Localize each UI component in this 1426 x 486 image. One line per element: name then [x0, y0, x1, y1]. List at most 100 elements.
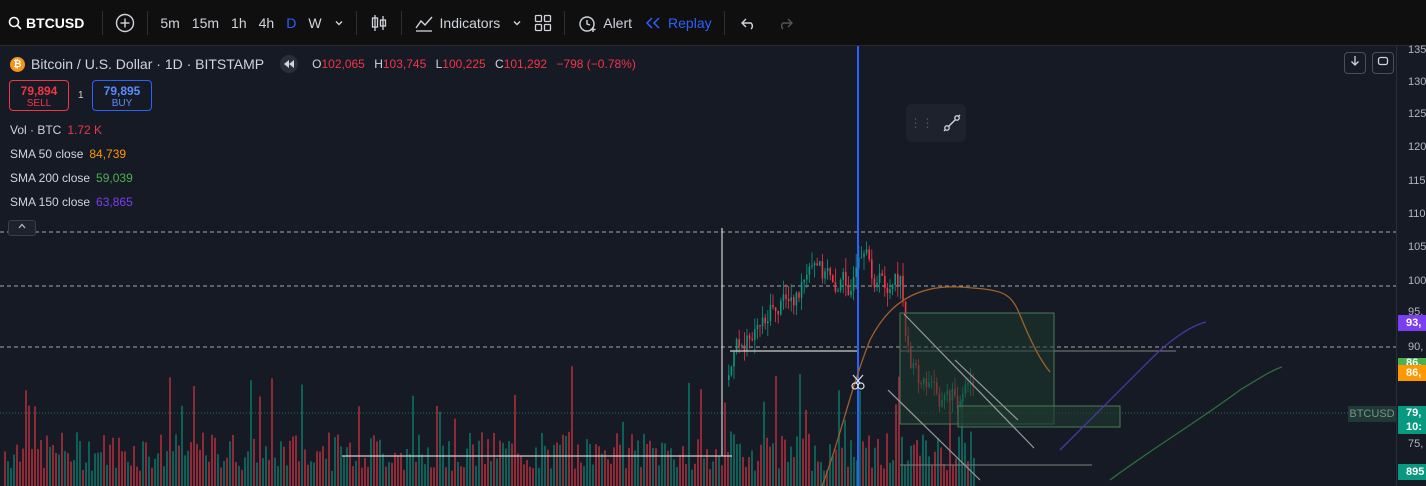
- candle-body: [793, 297, 795, 306]
- volume-bar: [862, 441, 864, 486]
- replay-button[interactable]: Replay: [638, 0, 718, 46]
- volume-bar: [46, 435, 48, 486]
- volume-bar: [481, 432, 483, 486]
- collapse-indicators-button[interactable]: [8, 220, 36, 236]
- candle-body: [754, 329, 756, 341]
- volume-bar: [805, 410, 807, 486]
- volume-bar: [85, 462, 87, 486]
- ohlc-open-key: O: [312, 57, 322, 71]
- symbol-search[interactable]: BTCUSD: [0, 0, 90, 46]
- volume-bar: [616, 433, 618, 486]
- indicator-sma-150[interactable]: SMA 150 close 63,865: [10, 195, 133, 209]
- price-tick-label: 110: [1408, 208, 1426, 220]
- volume-bar: [919, 455, 921, 486]
- interval-15m[interactable]: 15m: [191, 14, 220, 31]
- drag-handle-icon[interactable]: ⋮⋮: [909, 116, 934, 130]
- interval-4h[interactable]: 4h: [258, 14, 275, 31]
- alert-button[interactable]: Alert: [571, 0, 638, 46]
- volume-bar: [565, 436, 567, 486]
- volume-bar: [352, 466, 354, 486]
- volume-bar: [307, 464, 309, 486]
- volume-bar: [916, 440, 918, 486]
- volume-bar: [682, 446, 684, 486]
- interval-1h[interactable]: 1h: [231, 14, 247, 31]
- volume-bar: [934, 451, 936, 486]
- volume-bar: [520, 456, 522, 486]
- interval-dropdown[interactable]: [328, 0, 350, 46]
- interval-5m[interactable]: 5m: [160, 14, 180, 31]
- volume-bar: [844, 419, 846, 486]
- volume-bar: [175, 434, 177, 486]
- layouts-button[interactable]: [528, 0, 558, 46]
- volume-bar: [91, 470, 93, 486]
- volume-bar: [286, 465, 288, 486]
- candle-body: [743, 345, 746, 352]
- volume-bar: [850, 440, 852, 486]
- volume-bar: [10, 467, 12, 486]
- candle-body: [834, 282, 837, 292]
- ohlc-low-value: 100,225: [442, 57, 486, 71]
- volume-bar: [259, 396, 261, 486]
- volume-bar: [223, 460, 225, 486]
- volume-bar: [319, 451, 321, 486]
- fullscreen-button[interactable]: [1372, 52, 1394, 74]
- candle-body: [826, 268, 829, 272]
- volume-bar: [694, 463, 696, 486]
- volume-bar: [13, 454, 15, 486]
- volume-bar: [439, 411, 441, 486]
- volume-bar: [598, 446, 600, 486]
- candle-body: [774, 307, 777, 312]
- indicator-value: 63,865: [96, 195, 133, 209]
- alert-label: Alert: [603, 14, 633, 31]
- volume-bar: [103, 435, 105, 486]
- volume-bar: [217, 454, 219, 486]
- volume-bar: [454, 418, 456, 486]
- indicators-button[interactable]: Indicators: [408, 0, 507, 46]
- volume-bar: [142, 441, 144, 486]
- indicator-sma-50[interactable]: SMA 50 close 84,739: [10, 147, 126, 161]
- volume-bar: [211, 434, 213, 486]
- indicator-sma-200[interactable]: SMA 200 close 59,039: [10, 171, 133, 185]
- sell-button[interactable]: 79,894 SELL: [9, 80, 69, 111]
- candle-body: [728, 375, 730, 380]
- volume-bar: [652, 447, 654, 486]
- volume-bar: [430, 467, 432, 486]
- buy-button[interactable]: 79,895 BUY: [92, 80, 152, 111]
- compare-button[interactable]: [109, 0, 141, 46]
- volume-bar: [880, 464, 882, 486]
- price-chart[interactable]: [0, 46, 1426, 486]
- interval-w[interactable]: W: [308, 14, 322, 31]
- download-button[interactable]: [1344, 52, 1366, 74]
- volume-bar: [511, 443, 513, 486]
- candle-body: [855, 267, 857, 278]
- volume-bar: [667, 450, 669, 486]
- volume-bar: [310, 461, 312, 486]
- indicators-dropdown[interactable]: [506, 0, 528, 46]
- volume-bar: [541, 432, 543, 486]
- candle-body: [852, 277, 855, 291]
- volume-bar: [334, 437, 336, 486]
- scissors-icon: [851, 374, 865, 390]
- candle-body: [884, 275, 886, 289]
- candle-body: [738, 339, 740, 347]
- chart-type-button[interactable]: [363, 0, 395, 46]
- volume-bar: [256, 462, 258, 486]
- volume-bar: [76, 432, 78, 486]
- volume-bar: [166, 451, 168, 486]
- volume-bar: [28, 405, 30, 486]
- collapse-legend-button[interactable]: [280, 55, 299, 73]
- volume-bar: [163, 466, 165, 486]
- volume-bar: [115, 467, 117, 486]
- symbol-title[interactable]: Bitcoin / U.S. Dollar · 1D · BITSTAMP: [31, 56, 265, 72]
- trend-line-icon[interactable]: [941, 112, 963, 134]
- volume-bar: [436, 405, 438, 486]
- candle-body: [819, 261, 821, 266]
- rewind-icon: [645, 16, 660, 29]
- indicator-volume[interactable]: Vol · BTC 1.72 K: [10, 123, 102, 137]
- redo-button[interactable]: [767, 0, 803, 46]
- volume-bar: [625, 468, 627, 486]
- undo-button[interactable]: [731, 0, 767, 46]
- volume-bar: [331, 470, 333, 486]
- chart-pane[interactable]: [0, 46, 1426, 486]
- interval-d[interactable]: D: [286, 14, 297, 31]
